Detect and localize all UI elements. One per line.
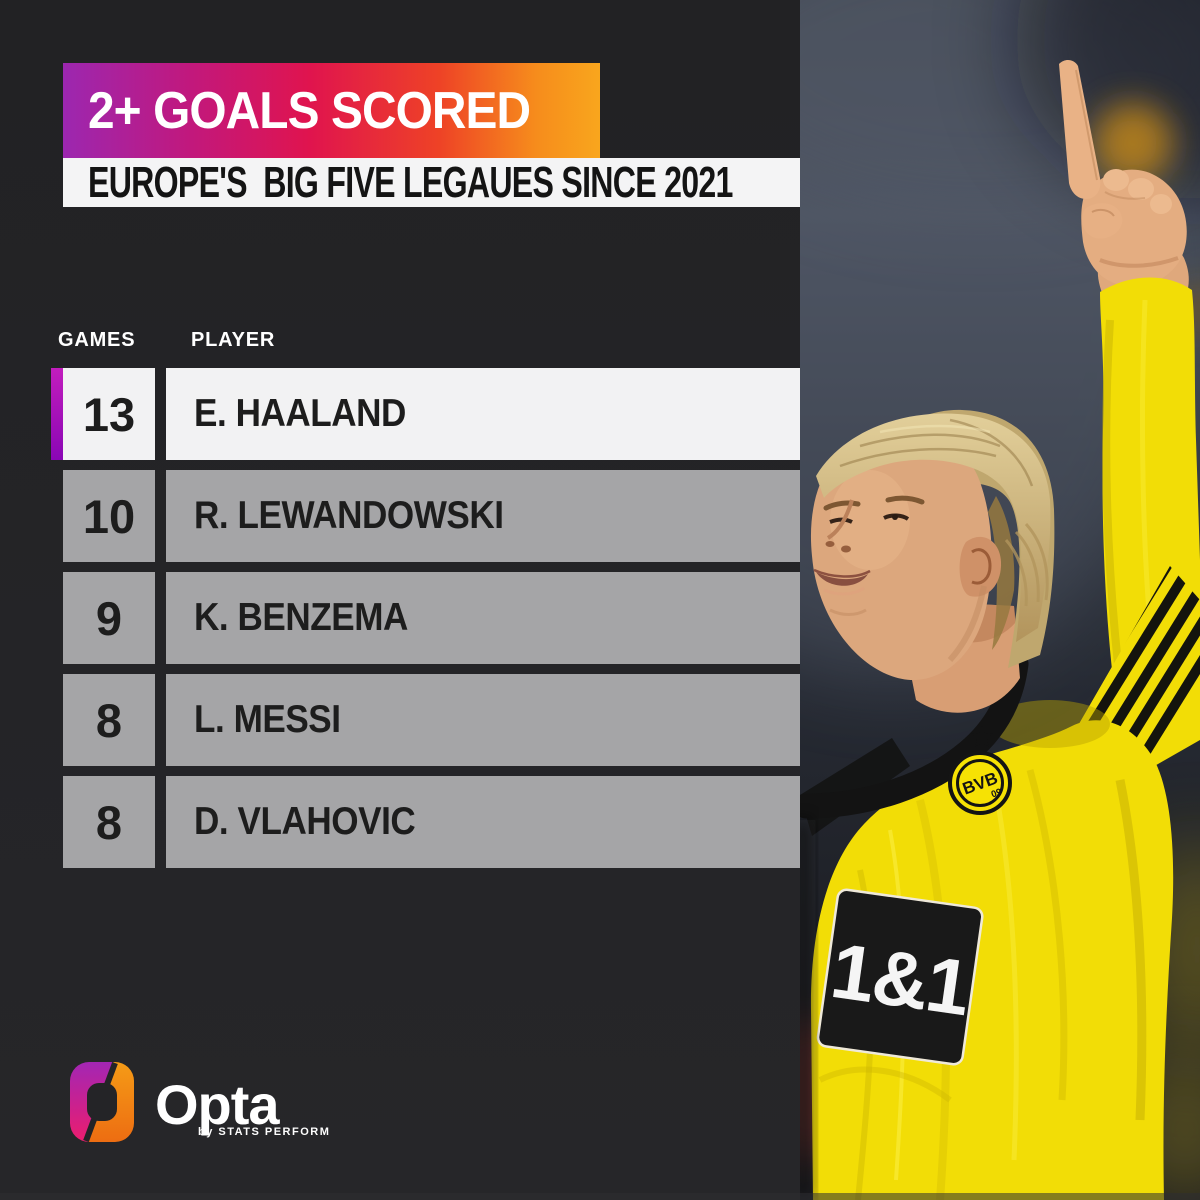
column-gap [155,572,166,664]
rank-stripe [51,470,63,562]
shirt-collar [800,651,1029,836]
orange-bokeh-light [1093,103,1173,183]
brand-suffix: by STATS PERFORM [198,1126,331,1138]
table-row: 9 K. BENZEMA [51,572,800,664]
rank-stripe [51,674,63,766]
page-subtitle: EUROPE'S BIG FIVE LEGAUES SINCE 2021 [88,157,733,207]
face-features [813,495,987,663]
player-cell: R. LEWANDOWSKI [166,470,800,562]
haaland-photo: BVB 09 1&1 [800,0,1200,1200]
brand-name: Opta [155,1073,280,1136]
haaland-head [810,409,1055,681]
player-cell: K. BENZEMA [166,572,800,664]
title-banner: 2+ GOALS SCORED [63,63,600,158]
player-cell: D. VLAHOVIC [166,776,800,868]
player-cell: E. HAALAND [166,368,800,460]
games-cell: 8 [63,776,155,868]
games-cell: 10 [63,470,155,562]
index-finger [1059,60,1101,199]
player-name: D. VLAHOVIC [194,800,416,843]
sponsor-patch: 1&1 [816,888,984,1066]
column-header-player: PLAYER [191,329,276,351]
rank-stripe [51,368,63,460]
championship-star-icon [971,726,993,747]
page-title: 2+ GOALS SCORED [88,81,531,140]
hair [816,413,1051,642]
player-name: K. BENZEMA [194,596,408,639]
player-cell: L. MESSI [166,674,800,766]
table-row: 13 E. HAALAND [51,368,800,460]
column-header-games: GAMES [58,329,136,351]
bvb-badge-icon: BVB 09 [948,751,1012,815]
games-cell: 8 [63,674,155,766]
opta-logo-icon [70,1061,134,1143]
player-name: R. LEWANDOWSKI [194,494,504,537]
table-row: 8 L. MESSI [51,674,800,766]
rank-stripe [51,572,63,664]
games-cell: 13 [63,368,155,460]
column-gap [155,776,166,868]
sponsor-text: 1&1 [826,926,975,1032]
table-row: 8 D. VLAHOVIC [51,776,800,868]
leaderboard: 13 E. HAALAND 10 R. LEWANDOWSKI 9 K. BEN… [51,368,800,878]
badge-number: 09 [990,786,1004,800]
subtitle-banner: EUROPE'S BIG FIVE LEGAUES SINCE 2021 [63,158,812,207]
games-cell: 9 [63,572,155,664]
rank-stripe [51,776,63,868]
bottom-edge-strip [0,1193,1200,1200]
column-gap [155,470,166,562]
player-name: E. HAALAND [194,392,406,435]
ear [959,536,1002,597]
player-name: L. MESSI [194,698,341,741]
column-gap [155,674,166,766]
column-gap [155,368,166,460]
table-row: 10 R. LEWANDOWSKI [51,470,800,562]
